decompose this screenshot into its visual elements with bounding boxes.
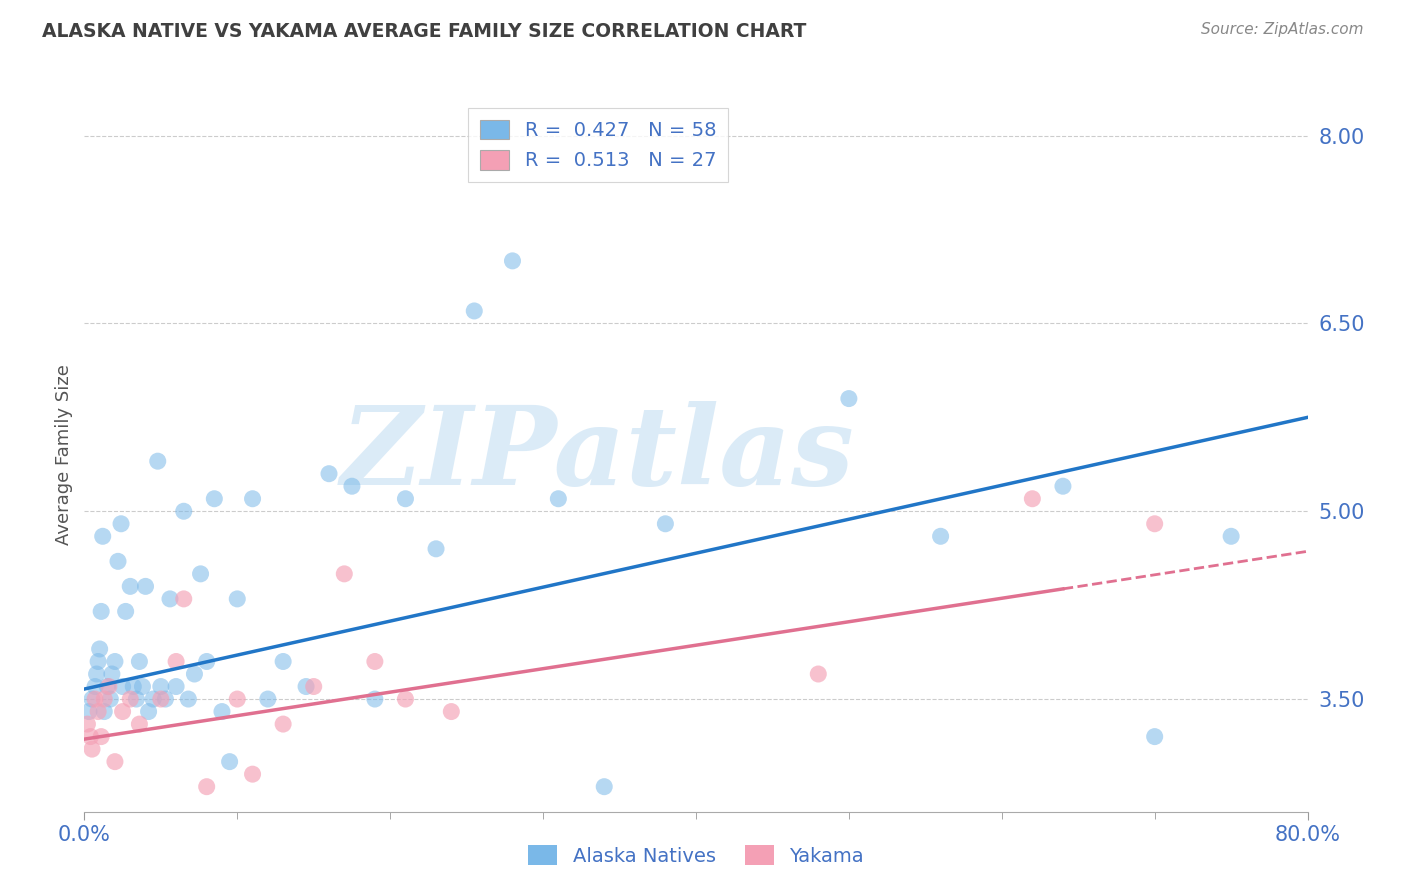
Point — [1143, 516, 1166, 531]
Point — [257, 692, 280, 706]
Point — [84, 692, 107, 706]
Point — [929, 529, 952, 543]
Point — [463, 304, 485, 318]
Point — [211, 705, 233, 719]
Text: ZIPatlas: ZIPatlas — [342, 401, 855, 508]
Point — [155, 692, 177, 706]
Point — [159, 591, 181, 606]
Point — [120, 692, 142, 706]
Point — [120, 579, 142, 593]
Point — [271, 717, 294, 731]
Point — [1021, 491, 1043, 506]
Point — [76, 717, 98, 731]
Point — [1052, 479, 1074, 493]
Point — [138, 705, 160, 719]
Point — [183, 667, 205, 681]
Legend: Alaska Natives, Yakama: Alaska Natives, Yakama — [520, 838, 872, 873]
Point — [190, 566, 212, 581]
Point — [77, 705, 100, 719]
Point — [333, 566, 356, 581]
Point — [86, 667, 108, 681]
Point — [107, 554, 129, 568]
Point — [87, 655, 110, 669]
Point — [807, 667, 830, 681]
Point — [149, 680, 172, 694]
Point — [318, 467, 340, 481]
Point — [104, 655, 127, 669]
Point — [195, 655, 218, 669]
Point — [364, 655, 387, 669]
Point — [142, 692, 165, 706]
Point — [295, 680, 318, 694]
Y-axis label: Average Family Size: Average Family Size — [55, 365, 73, 545]
Point — [149, 692, 172, 706]
Point — [128, 717, 150, 731]
Point — [84, 680, 107, 694]
Point — [114, 604, 136, 618]
Point — [218, 755, 240, 769]
Point — [271, 655, 294, 669]
Point — [593, 780, 616, 794]
Point — [96, 680, 118, 694]
Point — [146, 454, 169, 468]
Point — [195, 780, 218, 794]
Point — [98, 692, 121, 706]
Point — [111, 705, 134, 719]
Point — [93, 692, 115, 706]
Point — [122, 680, 145, 694]
Point — [80, 692, 103, 706]
Point — [202, 491, 225, 506]
Point — [340, 479, 363, 493]
Point — [97, 680, 120, 694]
Point — [111, 680, 134, 694]
Point — [547, 491, 569, 506]
Point — [394, 692, 416, 706]
Point — [1220, 529, 1243, 543]
Point — [502, 253, 524, 268]
Point — [394, 491, 416, 506]
Point — [90, 730, 112, 744]
Point — [838, 392, 860, 406]
Point — [654, 516, 676, 531]
Point — [101, 667, 124, 681]
Point — [91, 529, 114, 543]
Point — [165, 680, 187, 694]
Point — [226, 591, 249, 606]
Point — [79, 730, 101, 744]
Point — [89, 642, 111, 657]
Text: ALASKA NATIVE VS YAKAMA AVERAGE FAMILY SIZE CORRELATION CHART: ALASKA NATIVE VS YAKAMA AVERAGE FAMILY S… — [42, 22, 807, 41]
Point — [1143, 730, 1166, 744]
Point — [226, 692, 249, 706]
Point — [87, 705, 110, 719]
Point — [440, 705, 463, 719]
Text: Source: ZipAtlas.com: Source: ZipAtlas.com — [1201, 22, 1364, 37]
Point — [173, 504, 195, 518]
Point — [242, 491, 264, 506]
Point — [104, 755, 127, 769]
Point — [125, 692, 148, 706]
Point — [90, 604, 112, 618]
Point — [177, 692, 200, 706]
Point — [165, 655, 187, 669]
Point — [128, 655, 150, 669]
Point — [131, 680, 153, 694]
Point — [173, 591, 195, 606]
Point — [93, 705, 115, 719]
Point — [302, 680, 325, 694]
Point — [80, 742, 103, 756]
Point — [135, 579, 157, 593]
Point — [110, 516, 132, 531]
Point — [364, 692, 387, 706]
Point — [425, 541, 447, 556]
Point — [242, 767, 264, 781]
